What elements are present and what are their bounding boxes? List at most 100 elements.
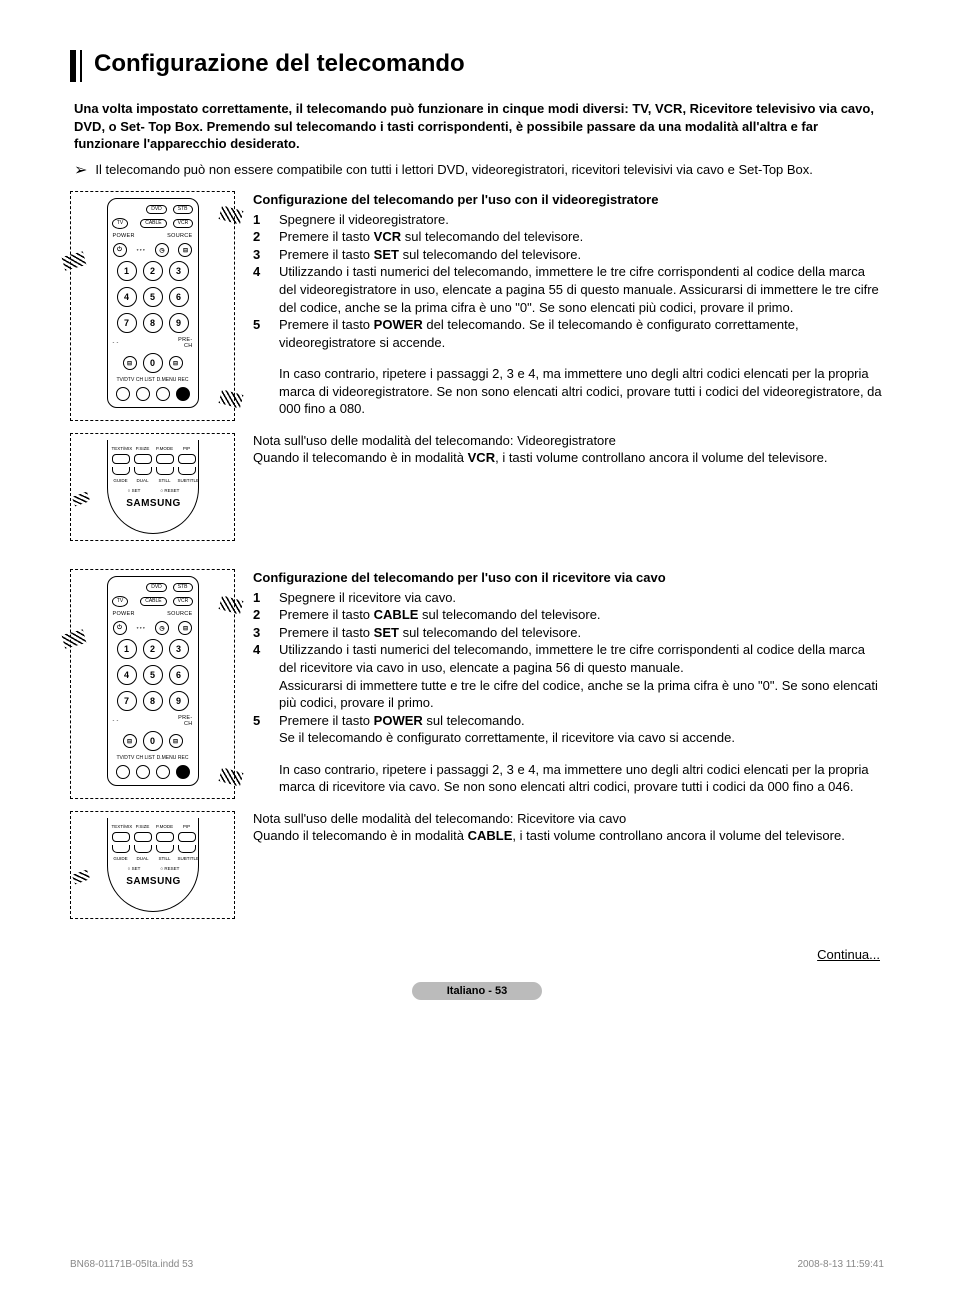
num-key: 9 bbox=[169, 313, 189, 333]
highlight-hatch-icon bbox=[62, 252, 87, 271]
tv-button: TV bbox=[112, 596, 128, 607]
brand-label: SAMSUNG bbox=[126, 498, 181, 509]
source-button-icon: ⊟ bbox=[178, 621, 192, 635]
num-key: 7 bbox=[117, 691, 137, 711]
small-button bbox=[112, 454, 130, 464]
step-item: 4 Utilizzando i tasti numerici del telec… bbox=[253, 641, 884, 711]
bottom-button bbox=[156, 765, 170, 779]
page-title: Configurazione del telecomando bbox=[94, 50, 884, 78]
print-footer: BN68-01171B-05Ita.indd 53 2008-8-13 11:5… bbox=[70, 1259, 884, 1270]
num-key: 2 bbox=[143, 261, 163, 281]
num-key: 1 bbox=[117, 261, 137, 281]
note-arrow-icon: ➢ bbox=[74, 160, 87, 182]
step-item: 1 Spegnere il videoregistratore. bbox=[253, 211, 884, 229]
num-key: 9 bbox=[169, 691, 189, 711]
num-key: 6 bbox=[169, 665, 189, 685]
dots-icon: ∘∘∘ bbox=[136, 247, 145, 253]
continue-label: Continua... bbox=[70, 947, 884, 962]
remote-lower-outline: TEXT/MIX P.SIZE P.MODE PIP bbox=[108, 818, 199, 911]
num-key: 4 bbox=[117, 287, 137, 307]
numpad: 1 2 3 4 5 6 7 8 9 bbox=[117, 261, 189, 333]
small-button bbox=[134, 467, 152, 475]
instructions-vcr: Configurazione del telecomando per l'uso… bbox=[253, 191, 884, 541]
pre-ch-label: PRE-CH bbox=[173, 715, 193, 727]
small-button bbox=[134, 845, 152, 853]
highlight-hatch-icon bbox=[72, 870, 90, 885]
step-item: 3 Premere il tasto SET sul telecomando d… bbox=[253, 624, 884, 642]
num-key: 5 bbox=[143, 287, 163, 307]
highlight-hatch-icon bbox=[219, 596, 244, 615]
intro-paragraph: Una volta impostato correttamente, il te… bbox=[70, 100, 884, 153]
pre-ch-button: ⊟ bbox=[169, 734, 183, 748]
rec-button bbox=[176, 387, 190, 401]
subtitle-vcr: Configurazione del telecomando per l'uso… bbox=[253, 191, 884, 209]
numpad: 1 2 3 4 5 6 7 8 9 bbox=[117, 639, 189, 711]
bottom-labels: TV/DTV CH LIST D.MENU REC bbox=[117, 755, 189, 761]
small-button bbox=[178, 832, 196, 842]
dash-button: ⊟ bbox=[123, 356, 137, 370]
small-button bbox=[156, 467, 174, 475]
small-button bbox=[178, 454, 196, 464]
fallback-para: In caso contrario, ripetere i passaggi 2… bbox=[253, 365, 884, 418]
figures-vcr: DVD STB TV CABLE VCR POWER SOURCE ⏻ bbox=[70, 191, 235, 541]
page-number-badge: Italiano - 53 bbox=[412, 982, 542, 1000]
footer-timestamp: 2008-8-13 11:59:41 bbox=[797, 1259, 884, 1270]
num-key: 3 bbox=[169, 639, 189, 659]
small-button bbox=[156, 832, 174, 842]
highlight-hatch-icon bbox=[219, 390, 244, 409]
footer-file: BN68-01171B-05Ita.indd 53 bbox=[70, 1259, 193, 1270]
highlight-hatch-icon bbox=[219, 206, 244, 225]
pre-ch-label: PRE-CH bbox=[173, 337, 193, 349]
pre-ch-button: ⊟ bbox=[169, 356, 183, 370]
step-item: 2 Premere il tasto CABLE sul telecomando… bbox=[253, 606, 884, 624]
small-button bbox=[134, 454, 152, 464]
num-key: 2 bbox=[143, 639, 163, 659]
num-key: 8 bbox=[143, 313, 163, 333]
num-key: 7 bbox=[117, 313, 137, 333]
num-key: 0 bbox=[143, 731, 163, 751]
mode-pill: DVD bbox=[146, 583, 167, 592]
figures-cable: DVD STB TV CABLE VCR POWER SOURCE ⏻ bbox=[70, 569, 235, 919]
small-button bbox=[112, 845, 130, 853]
subtitle-cable: Configurazione del telecomando per l'uso… bbox=[253, 569, 884, 587]
num-key: 4 bbox=[117, 665, 137, 685]
compatibility-note-text: Il telecomando può non essere compatibil… bbox=[95, 161, 813, 179]
bottom-button bbox=[136, 765, 150, 779]
dash-button: ⊟ bbox=[123, 734, 137, 748]
compatibility-note: ➢ Il telecomando può non essere compatib… bbox=[70, 161, 884, 192]
mode-note: Nota sull'uso delle modalità del telecom… bbox=[253, 810, 884, 845]
mode-pill: VCR bbox=[173, 219, 194, 228]
tv-button: TV bbox=[112, 218, 128, 229]
mode-pill: STB bbox=[173, 205, 193, 214]
source-label: SOURCE bbox=[167, 233, 192, 239]
source-label: SOURCE bbox=[167, 611, 192, 617]
power-button-icon: ⏻ bbox=[113, 621, 127, 635]
small-button bbox=[156, 454, 174, 464]
mode-pill: DVD bbox=[146, 205, 167, 214]
remote-outline: DVD STB TV CABLE VCR POWER SOURCE ⏻ bbox=[107, 198, 199, 408]
small-button bbox=[112, 832, 130, 842]
small-button bbox=[178, 845, 196, 853]
remote-top-figure: DVD STB TV CABLE VCR POWER SOURCE ⏻ bbox=[70, 191, 235, 421]
fallback-para: In caso contrario, ripetere i passaggi 2… bbox=[253, 761, 884, 796]
mode-pill: CABLE bbox=[140, 597, 166, 606]
mode-pill: VCR bbox=[173, 597, 194, 606]
title-bar: Configurazione del telecomando bbox=[70, 50, 884, 82]
instructions-cable: Configurazione del telecomando per l'uso… bbox=[253, 569, 884, 919]
mode-note: Nota sull'uso delle modalità del telecom… bbox=[253, 432, 884, 467]
small-button bbox=[156, 845, 174, 853]
power-label: POWER bbox=[113, 611, 135, 617]
bottom-button bbox=[116, 387, 130, 401]
step-item: 4 Utilizzando i tasti numerici del telec… bbox=[253, 263, 884, 316]
power-label: POWER bbox=[113, 233, 135, 239]
brand-label: SAMSUNG bbox=[126, 876, 181, 887]
remote-lower-outline: TEXT/MIX P.SIZE P.MODE PIP bbox=[108, 440, 199, 533]
mode-pill: CABLE bbox=[140, 219, 166, 228]
step-item: 5 Premere il tasto POWER del telecomando… bbox=[253, 316, 884, 351]
bottom-labels: TV/DTV CH LIST D.MENU REC bbox=[117, 377, 189, 383]
small-button bbox=[112, 467, 130, 475]
clock-icon: ◷ bbox=[155, 243, 169, 257]
bottom-button bbox=[156, 387, 170, 401]
remote-outline: DVD STB TV CABLE VCR POWER SOURCE ⏻ bbox=[107, 576, 199, 786]
small-button bbox=[134, 832, 152, 842]
